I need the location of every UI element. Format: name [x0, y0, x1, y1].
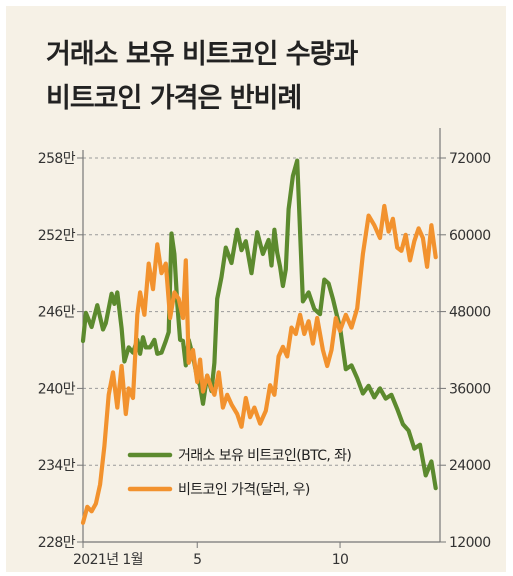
chart-title-line-1: 거래소 보유 비트코인 수량과: [46, 39, 358, 70]
left-tick-label: 234만: [38, 458, 76, 474]
legend-label-btc-price: 비트코인 가격(달러, 우): [178, 482, 310, 498]
series-layer: [80, 158, 438, 525]
x-tick-label: 5: [193, 552, 201, 568]
x-tick-label: 2021년 1월: [73, 552, 143, 568]
left-tick-label: 240만: [38, 381, 76, 397]
right-tick-label: 48000: [449, 305, 491, 321]
left-tick-label: 228만: [38, 535, 76, 551]
chart-title-line-2: 비트코인 가격은 반비례: [46, 83, 302, 114]
right-tick-label: 72000: [449, 151, 491, 167]
chart-frame: 거래소 보유 비트코인 수량과 비트코인 가격은 반비례: [6, 6, 506, 572]
left-tick-label: 252만: [38, 228, 76, 244]
right-tick-label: 60000: [449, 228, 491, 244]
axis-layer: 228만 234만 240만 246만 252만 258만 12000 24000 36000 4…: [38, 128, 491, 568]
left-tick-label: 258만: [38, 151, 76, 167]
right-tick-label: 24000: [449, 458, 491, 474]
right-tick-label: 36000: [449, 381, 491, 397]
right-tick-label: 12000: [449, 535, 491, 551]
left-tick-label: 246만: [38, 305, 76, 321]
legend: 거래소 보유 비트코인(BTC, 좌) 비트코인 가격(달러, 우): [127, 448, 352, 498]
series-line-btc-price: [80, 203, 438, 525]
series-line-btc-holdings: [80, 158, 438, 491]
legend-label-btc-holdings: 거래소 보유 비트코인(BTC, 좌): [178, 448, 351, 464]
x-tick-label: 10: [332, 552, 349, 568]
